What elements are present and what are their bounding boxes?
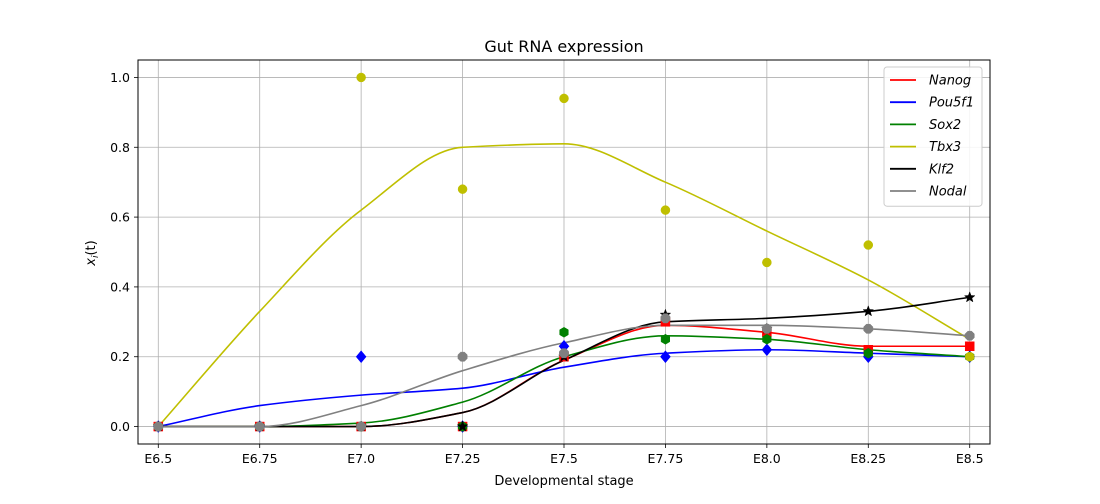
- data-point-nodal: [660, 313, 671, 324]
- y-axis-label-tail: (t): [84, 240, 99, 255]
- data-point-pou5f1: [761, 343, 773, 357]
- data-point-nodal: [863, 323, 874, 334]
- legend-label-klf2: Klf2: [929, 162, 954, 177]
- data-point-tbx3: [964, 351, 975, 362]
- legend-label-sox2: Sox2: [929, 118, 961, 133]
- data-point-tbx3: [457, 184, 468, 194]
- x-tick-label: E6.75: [242, 451, 278, 466]
- legend-label-pou5f1: Pou5f1: [929, 96, 974, 111]
- y-tick-label: 0.2: [110, 349, 130, 364]
- data-point-nanog: [964, 341, 975, 352]
- data-point-nodal: [761, 323, 772, 334]
- y-tick-label: 0.0: [110, 419, 130, 434]
- x-tick-label: E7.0: [347, 451, 375, 466]
- data-point-tbx3: [863, 240, 874, 250]
- legend-label-tbx3: Tbx3: [929, 140, 961, 155]
- data-point-klf2: [456, 420, 469, 432]
- data-point-sox2: [863, 347, 873, 359]
- axis-ticks: E6.5 E6.75 E7.0 E7.25 E7.5 E7.75 E8.0 E8.25 E8.5…: [110, 70, 983, 466]
- y-tick-label: 0.8: [110, 140, 130, 155]
- x-tick-label: E8.0: [753, 451, 781, 466]
- data-point-tbx3: [660, 205, 671, 215]
- data-point-nodal: [254, 421, 265, 432]
- y-axis-label-main: x: [84, 258, 99, 267]
- series-markers: [152, 72, 976, 433]
- series-line-pou5f1: [158, 348, 970, 428]
- chart-legend: Nanog Pou5f1 Sox2 Tbx3 Klf2 Nodal: [883, 66, 983, 207]
- y-axis-label-sub: i: [91, 255, 101, 258]
- y-tick-label: 0.6: [110, 210, 130, 225]
- data-point-nodal: [559, 348, 569, 359]
- y-tick-label: 1.0: [110, 70, 130, 85]
- chart-title: Gut RNA expression: [484, 37, 643, 56]
- data-point-klf2: [963, 291, 976, 303]
- data-point-pou5f1: [355, 350, 367, 364]
- data-point-nodal: [356, 421, 367, 432]
- data-point-tbx3: [762, 257, 772, 268]
- data-point-sox2: [559, 327, 569, 338]
- data-point-sox2: [660, 333, 671, 345]
- data-point-nodal: [457, 351, 468, 362]
- legend-label-nanog: Nanog: [929, 74, 971, 89]
- data-point-tbx3: [356, 72, 366, 83]
- data-point-nodal: [964, 330, 975, 341]
- x-tick-label: E7.25: [445, 451, 481, 466]
- series-line-tbx3: [157, 142, 971, 428]
- data-point-pou5f1: [660, 350, 671, 364]
- legend-label-nodal: Nodal: [929, 185, 967, 200]
- y-axis-label: xi(t): [84, 240, 101, 266]
- y-tick-label: 0.4: [110, 279, 130, 294]
- x-tick-label: E7.75: [648, 451, 684, 466]
- x-tick-label: E8.25: [850, 451, 886, 466]
- data-point-klf2: [862, 305, 875, 317]
- x-tick-label: E6.5: [144, 451, 172, 466]
- data-point-sox2: [762, 333, 772, 345]
- x-tick-label: E7.5: [550, 451, 578, 466]
- x-tick-label: E8.5: [956, 451, 984, 466]
- data-point-nodal: [153, 421, 164, 432]
- data-point-tbx3: [559, 93, 569, 104]
- x-axis-label: Developmental stage: [494, 474, 633, 489]
